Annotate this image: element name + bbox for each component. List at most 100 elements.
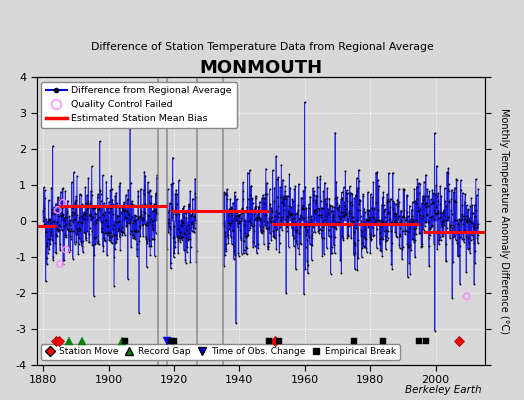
Point [472,207,480,213]
Point [90,292,98,299]
Point [296,224,304,230]
Point [102,216,110,223]
Point [125,220,133,226]
Point [286,212,294,218]
Point [265,224,273,230]
Point [254,211,262,218]
Point [364,208,373,214]
Point [44,236,52,242]
Point [267,204,275,211]
Point [151,190,160,196]
Point [102,216,110,223]
Point [307,216,315,222]
Point [331,250,339,256]
Point [420,226,428,233]
Point [82,206,91,213]
Point [139,232,147,239]
Point [138,222,146,228]
Point [299,205,307,212]
Point [280,195,288,202]
Point [468,220,476,226]
Point [391,229,399,235]
Point [105,230,114,236]
Point [330,204,338,210]
Point [248,206,256,213]
Point [361,226,369,232]
Point [261,222,269,228]
Point [124,209,133,216]
Point [79,238,87,244]
Point [444,165,453,171]
Point [268,167,277,173]
Point [139,221,148,227]
Point [352,192,360,198]
Point [246,220,255,226]
Point [289,232,297,238]
Point [43,218,52,224]
Point [417,244,425,250]
Point [253,213,261,220]
Point [423,186,431,192]
Point [435,241,443,248]
Point [394,214,402,221]
Point [236,226,245,233]
Point [324,206,332,212]
Point [267,215,276,221]
Point [119,199,128,206]
Point [409,231,418,237]
Point [53,195,62,202]
Point [50,224,59,230]
Point [418,240,427,247]
Point [451,185,459,192]
Point [280,193,288,199]
Point [135,223,144,229]
Point [278,226,286,233]
Point [123,219,131,226]
Point [59,261,67,268]
Point [184,230,193,236]
Point [58,210,67,217]
Point [411,237,419,243]
Point [458,190,467,196]
Point [397,218,405,225]
Point [273,226,281,232]
Point [189,195,197,202]
Point [411,217,420,223]
Point [233,224,242,230]
Point [382,227,390,233]
Point [50,211,58,217]
Point [97,203,105,209]
Point [307,217,315,223]
Point [129,220,137,227]
Point [163,245,172,252]
Point [232,217,241,224]
Point [261,195,269,202]
Point [395,199,403,205]
Point [66,247,74,253]
Point [294,202,302,208]
Point [369,215,378,221]
Point [312,193,321,199]
Point [404,213,412,220]
Point [317,212,325,218]
Point [52,219,61,226]
Point [347,210,356,216]
Text: Berkeley Earth: Berkeley Earth [406,385,482,395]
Point [247,183,255,190]
Point [337,196,345,202]
Point [309,197,318,203]
Point [143,240,151,246]
Point [63,214,72,220]
Point [241,217,249,223]
Point [264,243,272,249]
Point [179,220,188,226]
Point [69,217,77,223]
Point [103,195,111,202]
Point [58,186,67,192]
Point [340,199,348,206]
Point [146,219,154,226]
Point [168,208,177,215]
Point [192,220,200,226]
Point [260,200,269,206]
Point [244,232,253,239]
